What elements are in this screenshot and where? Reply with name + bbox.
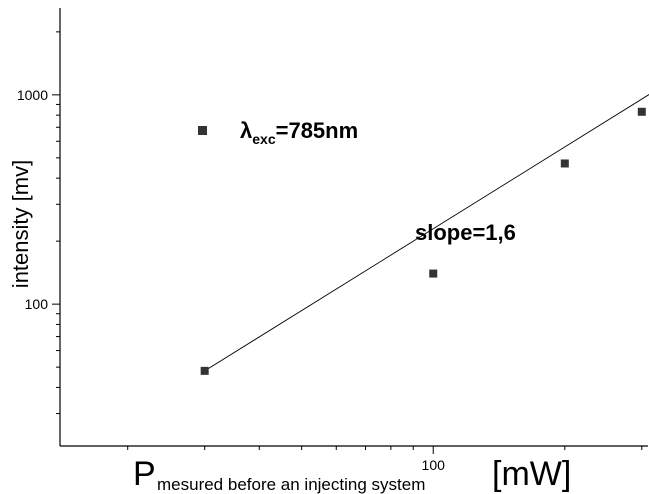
fit-line-group (204, 94, 649, 372)
data-point (560, 159, 569, 168)
y-tick-label: 1000 (17, 87, 48, 103)
legend: λexc=785nm (198, 118, 358, 147)
data-point (429, 269, 438, 278)
fit-line (204, 94, 649, 372)
x-axis-label-unit: [mW] (492, 455, 571, 493)
slope-annotation: slope=1,6 (415, 220, 516, 245)
y-axis-label: intensity [mv] (8, 160, 33, 288)
data-points (200, 107, 646, 375)
y-tick-label: 100 (25, 296, 49, 312)
x-tick-label: 100 (422, 457, 446, 473)
data-point (637, 107, 646, 116)
data-point (200, 366, 209, 375)
x-axis-label-subscript: mesured before an injecting system (157, 475, 425, 494)
axes: 100 1000 100 (17, 8, 648, 473)
x-axis-label-main: P (133, 455, 156, 493)
legend-label: λexc=785nm (240, 118, 358, 147)
legend-marker (198, 126, 207, 135)
